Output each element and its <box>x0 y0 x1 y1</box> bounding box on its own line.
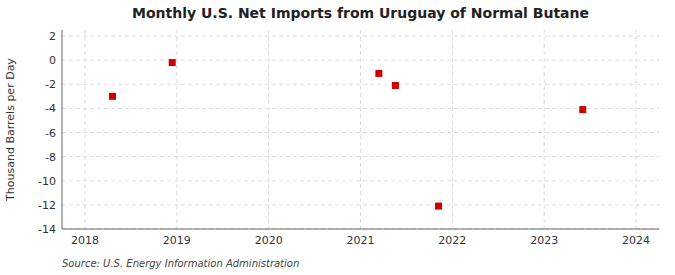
grid-line-y <box>62 36 659 37</box>
y-tick-label: -8 <box>45 151 56 164</box>
grid-line-y <box>62 84 659 85</box>
x-tick-label: 2018 <box>71 234 99 247</box>
y-tick-label: -2 <box>45 78 56 91</box>
chart: 2 0 -2 -4 -6 -8 -10 -12 -14 2018 2019 2020 2021 2022 2… <box>0 0 675 275</box>
grid-line-x <box>84 30 85 229</box>
points <box>109 59 586 210</box>
grid-line-x <box>544 30 545 229</box>
grid <box>62 30 659 229</box>
y-tick-label: 0 <box>49 54 56 67</box>
point <box>109 93 116 100</box>
x-tick-label: 2024 <box>622 234 650 247</box>
x-axis-line <box>62 229 659 230</box>
x-tick-label: 2022 <box>438 234 466 247</box>
grid-line-x <box>360 30 361 229</box>
x-tick-label: 2020 <box>255 234 283 247</box>
point <box>375 70 382 77</box>
grid-line-x <box>176 30 177 229</box>
y-tick-label: -10 <box>38 175 56 188</box>
point <box>435 203 442 210</box>
y-tick-label: -6 <box>45 127 56 140</box>
y-tick-label: -14 <box>38 223 56 236</box>
title: Monthly U.S. Net Imports from Uruguay of… <box>132 5 589 21</box>
grid-line-x <box>452 30 453 229</box>
y-tick-label: 2 <box>49 30 56 43</box>
point <box>579 106 586 113</box>
x-tick-label: 2021 <box>347 234 375 247</box>
y-axis-line <box>62 30 63 229</box>
grid-line-x <box>268 30 269 229</box>
point <box>392 82 399 89</box>
grid-line-x <box>636 30 637 229</box>
x-tick-label: 2023 <box>530 234 558 247</box>
grid-line-y <box>62 132 659 133</box>
y-axis-label: Thousand Barrels per Day <box>4 58 17 202</box>
source-note: Source: U.S. Energy Information Administ… <box>62 258 299 269</box>
y-tick-label: -4 <box>45 102 56 115</box>
point <box>169 59 176 66</box>
grid-line-y <box>62 229 659 230</box>
y-tick-label: -12 <box>38 199 56 212</box>
x-tick-label: 2019 <box>163 234 191 247</box>
